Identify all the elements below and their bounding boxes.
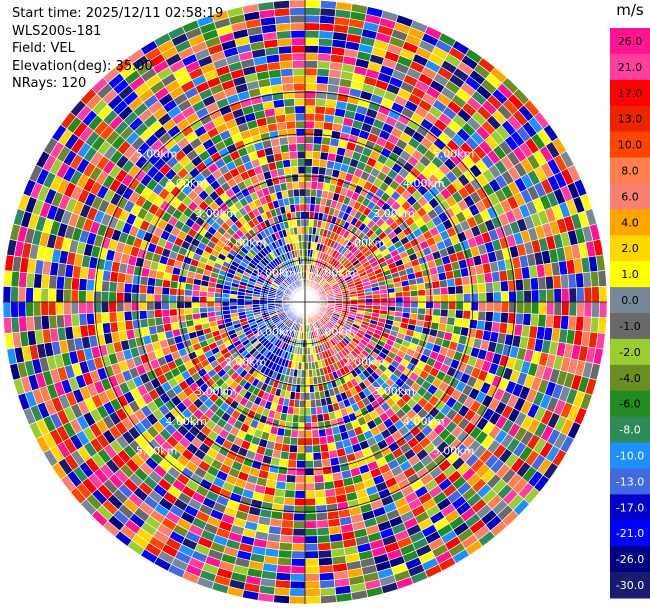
colorbar-tick-label: 21.0	[618, 61, 643, 74]
colorbar-tick-label: -4.0	[619, 372, 640, 385]
colorbar-tick-label: -2.0	[619, 346, 640, 359]
colorbar-tick-label: 1.0	[621, 268, 639, 281]
colorbar-tick-label: 17.0	[618, 87, 643, 100]
colorbar-tick-label: 26.0	[618, 35, 643, 48]
colorbar-tick-label: -8.0	[619, 424, 640, 437]
colorbar-tick-label: -26.0	[616, 553, 644, 566]
velocity-rays	[2, 0, 608, 605]
colorbar-tick-label: -13.0	[616, 475, 644, 488]
colorbar-tick-label: 13.0	[618, 113, 643, 126]
colorbar-tick-label: 8.0	[621, 165, 639, 178]
colorbar-tick-label: -17.0	[616, 501, 644, 514]
colorbar-tick-label: -30.0	[616, 579, 644, 592]
colorbar-tick-label: 6.0	[621, 190, 639, 203]
colorbar-tick-label: 4.0	[621, 216, 639, 229]
colorbar-unit: m/s	[616, 1, 644, 19]
colorbar-tick-label: -6.0	[619, 398, 640, 411]
colorbar-tick-label: 0.0	[621, 294, 639, 307]
colorbar-tick-label: 10.0	[618, 139, 643, 152]
colorbar-tick-label: -1.0	[619, 320, 640, 333]
colorbar-tick-label: -10.0	[616, 450, 644, 463]
colorbar-tick-label: -21.0	[616, 527, 644, 540]
colorbar-tick-label: 2.0	[621, 242, 639, 255]
